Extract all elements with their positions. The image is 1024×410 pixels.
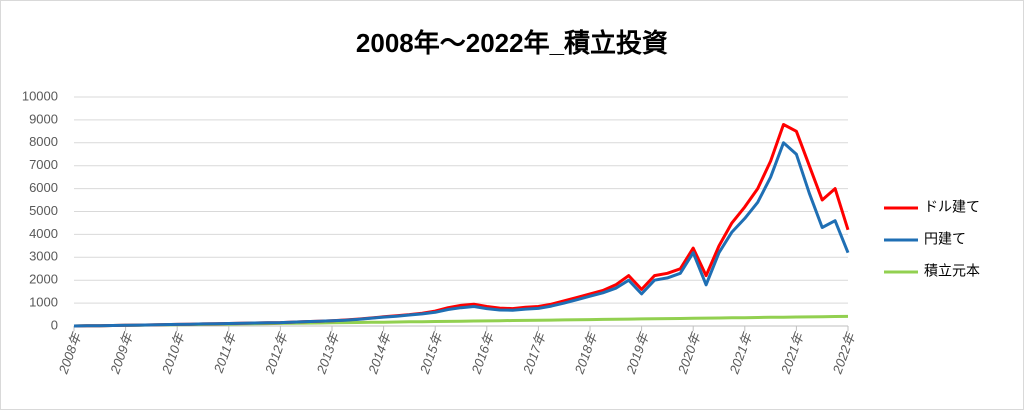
- chart-title: 2008年～2022年_積立投資: [356, 28, 668, 58]
- legend-label: ドル建て: [924, 199, 980, 215]
- y-tick-label: 10000: [22, 88, 58, 103]
- y-tick-label: 8000: [29, 134, 58, 149]
- legend-label: 円建て: [924, 231, 966, 247]
- y-tick-label: 0: [51, 317, 58, 332]
- y-tick-label: 9000: [29, 111, 58, 126]
- y-tick-label: 7000: [29, 157, 58, 172]
- y-tick-label: 6000: [29, 180, 58, 195]
- y-tick-label: 3000: [29, 249, 58, 264]
- y-tick-label: 2000: [29, 272, 58, 287]
- y-tick-label: 1000: [29, 295, 58, 310]
- legend-label: 積立元本: [924, 263, 980, 279]
- y-tick-label: 5000: [29, 203, 58, 218]
- series-line: [73, 141, 850, 328]
- y-tick-label: 4000: [29, 226, 58, 241]
